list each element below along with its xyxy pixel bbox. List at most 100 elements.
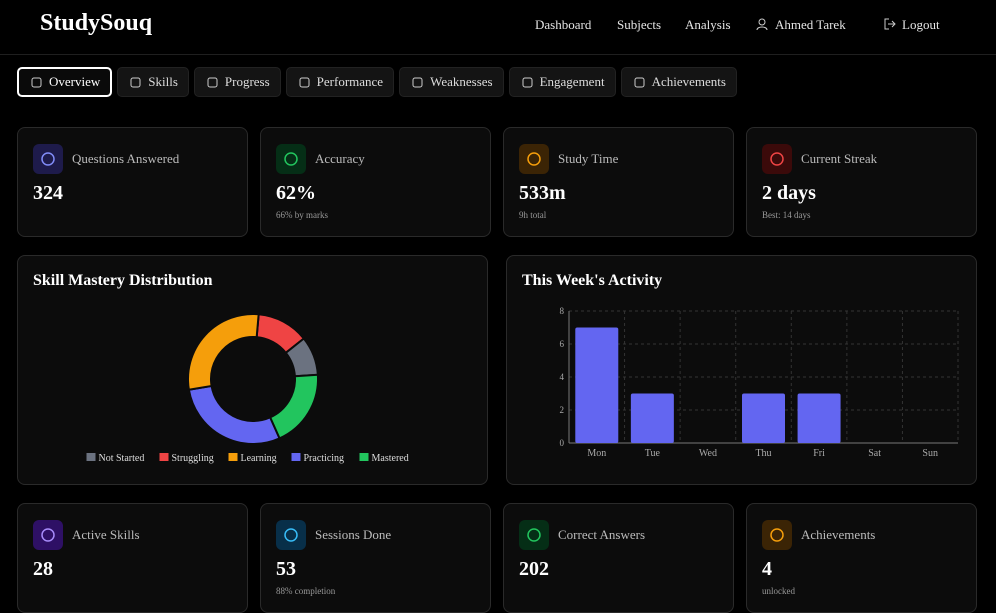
chart-title: This Week's Activity [522, 272, 663, 289]
tab-icon [522, 77, 533, 87]
stat-value: 533m [519, 182, 566, 204]
bar [575, 327, 619, 443]
stat-label: Accuracy [315, 151, 365, 166]
x-tick-label: Sat [868, 448, 881, 459]
icon-shape [770, 528, 784, 542]
stat-label: Active Skills [72, 527, 140, 542]
y-tick-label: 2 [560, 405, 565, 415]
icon-shape [41, 528, 55, 542]
chart-card: Skill Mastery Distribution Not Started St… [17, 255, 488, 485]
icon-shape [634, 77, 645, 87]
tab-icon [634, 77, 645, 87]
logout[interactable]: Logout [902, 17, 940, 32]
y-tick-label: 4 [560, 372, 565, 382]
chart: 0 2 4 6 8 Mon Tue Wed Thu Fri Sat Sun [560, 306, 959, 459]
tab[interactable]: Progress [193, 67, 281, 97]
stat-value: 4 [762, 558, 772, 580]
stat-icon [762, 144, 792, 174]
tab-icon [412, 77, 423, 87]
tab[interactable]: Performance [285, 67, 395, 97]
tab-label: Achievements [651, 74, 726, 89]
stat-icon [519, 144, 549, 174]
stat-card: Study Time 533m 9h total [503, 127, 734, 237]
stat-value: 2 days [762, 182, 816, 204]
tab-bar: Overview Skills Progress Performance Weaknes… [17, 67, 737, 97]
tab-label: Progress [224, 74, 270, 89]
user-icon [756, 18, 768, 31]
page: StudySouq Dashboard Subjects Analysis Ah… [0, 10, 996, 613]
legend-label: Practicing [304, 453, 345, 464]
tab-label: Overview [49, 74, 101, 89]
nav-link[interactable]: Analysis [685, 17, 731, 32]
stat-sub: 88% completion [276, 586, 336, 596]
stat-label: Achievements [801, 527, 876, 542]
x-tick-label: Wed [699, 448, 717, 459]
donut-segment [268, 373, 319, 440]
stat-card: Accuracy 62% 66% by marks [260, 127, 491, 237]
logout-icon [884, 18, 896, 30]
stat-label: Study Time [558, 151, 619, 166]
legend-swatch [228, 453, 238, 461]
chart: Not Started Struggling Learning Practicing M… [86, 313, 409, 464]
x-tick-label: Thu [755, 448, 771, 459]
icon-shape [412, 77, 423, 87]
stat-value: 202 [519, 558, 549, 580]
legend-label: Not Started [99, 453, 145, 464]
icon-shape [299, 77, 310, 87]
stat-icon [519, 520, 549, 550]
stat-icon [33, 144, 63, 174]
icon-shape [527, 528, 541, 542]
nav-link[interactable]: Dashboard [535, 17, 592, 32]
stat-value: 53 [276, 558, 296, 580]
brand[interactable]: StudySouq [40, 10, 153, 36]
bar [630, 393, 674, 443]
tab[interactable]: Achievements [620, 67, 737, 97]
icon-shape [770, 152, 784, 166]
icon-shape [284, 152, 298, 166]
x-tick-label: Mon [587, 448, 606, 459]
user-name[interactable]: Ahmed Tarek [775, 17, 846, 32]
tab-label: Engagement [539, 74, 605, 89]
legend-swatch [159, 453, 169, 461]
icon-shape [31, 77, 42, 87]
stat-label: Sessions Done [315, 527, 392, 542]
stat-icon [762, 520, 792, 550]
icon-glyph [770, 528, 784, 542]
donut-segment [187, 384, 281, 445]
stat-sub: Best: 14 days [762, 210, 811, 220]
icon-glyph [284, 152, 298, 166]
tab-icon [31, 77, 42, 87]
stat-card: Sessions Done 53 88% completion [260, 503, 491, 613]
stat-card: Correct Answers 202 [503, 503, 734, 613]
icon-shape [522, 77, 533, 87]
icon-glyph [284, 528, 298, 542]
tab-label: Weaknesses [430, 74, 493, 89]
y-tick-label: 6 [560, 339, 565, 349]
stat-value: 28 [33, 558, 53, 580]
donut-segment [187, 313, 260, 391]
icon-glyph [527, 528, 541, 542]
tab-label: Skills [148, 74, 178, 89]
bar [742, 393, 785, 443]
tab[interactable]: Overview [17, 67, 113, 97]
stat-icon [33, 520, 63, 550]
icon-shape [207, 77, 218, 87]
stat-value: 62% [276, 182, 316, 204]
icon-glyph [527, 152, 541, 166]
tab-label: Performance [316, 74, 384, 89]
stat-label: Correct Answers [558, 527, 646, 542]
tab[interactable]: Engagement [508, 67, 616, 97]
legend-label: Struggling [172, 453, 214, 464]
stat-card: Questions Answered 324 [17, 127, 248, 237]
x-tick-label: Tue [645, 448, 661, 459]
icon-glyph [41, 152, 55, 166]
nav-link[interactable]: Subjects [617, 17, 662, 32]
tab[interactable]: Weaknesses [399, 67, 504, 97]
chart-title: Skill Mastery Distribution [33, 272, 213, 289]
x-tick-label: Fri [813, 448, 825, 459]
stat-sub: 66% by marks [276, 210, 328, 220]
stat-value: 324 [33, 182, 63, 204]
tab-icon [299, 77, 310, 87]
icon-glyph [770, 152, 784, 166]
tab[interactable]: Skills [117, 67, 189, 97]
